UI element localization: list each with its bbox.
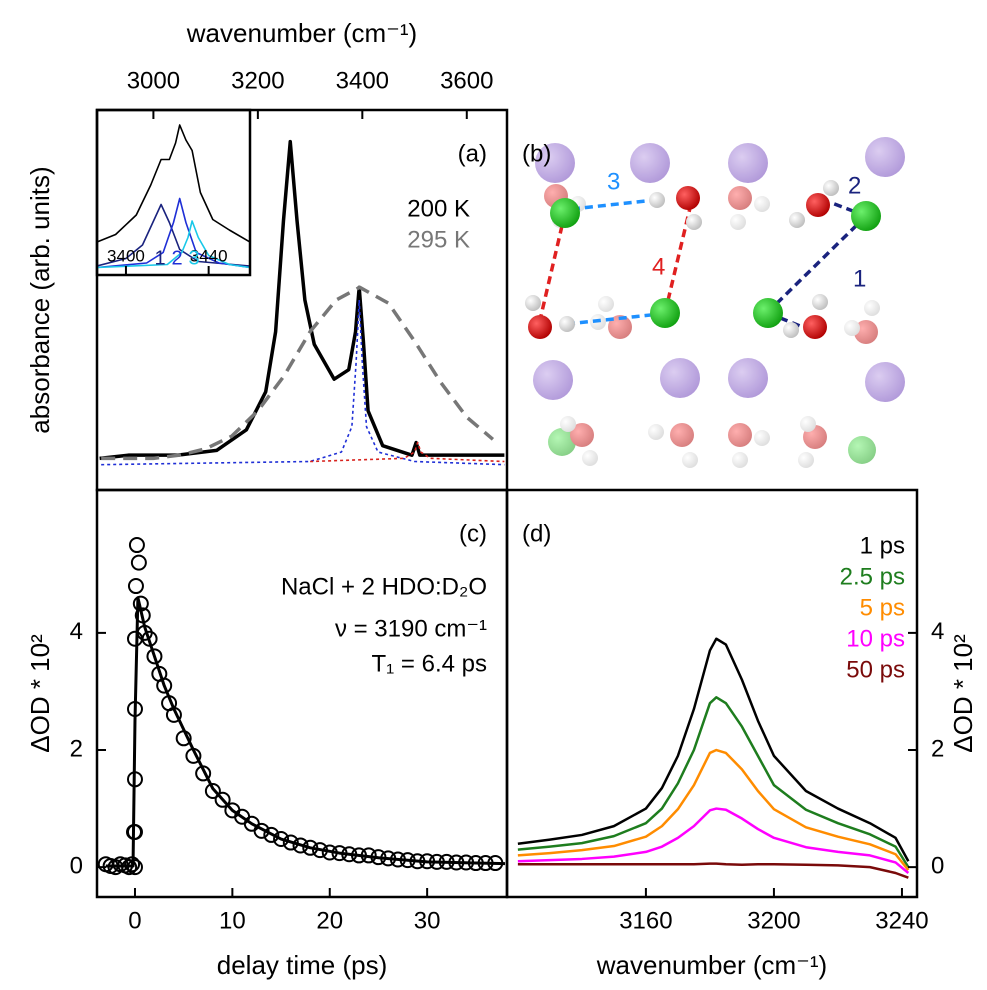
x-tick-label: 3200 (231, 67, 284, 94)
plot-area (97, 537, 506, 876)
data-point (156, 677, 173, 694)
series-line (101, 299, 505, 466)
x-tick-label: 3400 (336, 67, 389, 94)
x-axis-title: wavenumber (cm⁻¹) (596, 950, 827, 980)
data-point (146, 648, 163, 665)
annotation: ν = 3190 cm⁻¹ (335, 615, 487, 642)
series-line (517, 696, 910, 868)
bond-label: 3 (607, 168, 620, 195)
x-tick-label: 20 (316, 907, 343, 934)
legend-label: 2.5 ps (840, 563, 905, 590)
bond-label: 2 (848, 172, 861, 199)
y-tick-label: 4 (70, 618, 83, 645)
axes-frame (505, 488, 919, 899)
legend-label: 2 (171, 247, 182, 269)
x-axis-title: delay time (ps) (217, 950, 388, 980)
plot-area (517, 637, 910, 879)
panel-label: (a) (458, 140, 487, 167)
series-line (99, 139, 505, 461)
y-axis-title: ΔOD * 10² (25, 634, 55, 753)
data-point (128, 537, 145, 554)
panel-label: (b) (522, 140, 551, 167)
x-tick-label: 0 (128, 907, 141, 934)
data-point (127, 578, 144, 595)
x-tick-label: 3600 (440, 67, 493, 94)
series-line (97, 220, 250, 269)
data-point (253, 822, 270, 839)
panel-label: (c) (459, 520, 487, 547)
x-tick-label: 3400 (107, 246, 145, 265)
legend-label: 200 K (407, 195, 470, 222)
series-line (517, 748, 910, 871)
axes-frame (95, 108, 252, 277)
legend-label: 50 ps (846, 656, 905, 683)
legend-label: 1 (154, 247, 165, 269)
legend-label: 295 K (407, 226, 470, 253)
annotation: T₁ = 6.4 ps (372, 650, 488, 677)
annotation: NaCl + 2 HDO:D₂O (281, 573, 487, 600)
legend-label: 1 ps (860, 532, 905, 559)
series-line (97, 124, 250, 243)
x-axis-title: wavenumber (cm⁻¹) (186, 18, 417, 48)
plot-area (97, 124, 250, 269)
series-line (101, 285, 495, 461)
series-line (97, 203, 250, 267)
y-axis-title: ΔOD * 10² (948, 634, 978, 753)
legend-label: 5 ps (860, 594, 905, 621)
series-line (310, 441, 505, 463)
x-tick-label: 3000 (127, 67, 180, 94)
series-line (97, 197, 250, 269)
legend-label: 10 ps (846, 625, 905, 652)
bond-label: 4 (652, 253, 665, 280)
panel-label: (d) (522, 520, 551, 547)
series-line (105, 596, 506, 868)
bond-label: 1 (853, 265, 866, 292)
y-tick-label: 2 (931, 735, 944, 762)
x-tick-label: 10 (219, 907, 246, 934)
x-tick-label: 3160 (619, 907, 672, 934)
series-line (517, 637, 910, 862)
y-tick-label: 0 (931, 852, 944, 879)
structure-diagram: (b) 1 2 3 4 (522, 137, 905, 468)
data-point (130, 554, 147, 571)
data-point (204, 783, 221, 800)
y-tick-label: 2 (70, 735, 83, 762)
y-tick-label: 4 (931, 618, 944, 645)
series-line (517, 807, 910, 874)
x-tick-label: 3440 (190, 246, 228, 265)
y-axis-title: absorbance (arb. units) (25, 166, 55, 433)
data-point (273, 831, 290, 848)
x-tick-label: 3200 (747, 907, 800, 934)
data-point (263, 826, 280, 843)
series-line (517, 862, 909, 879)
data-point (214, 791, 231, 808)
y-tick-label: 0 (70, 852, 83, 879)
x-tick-label: 3240 (875, 907, 928, 934)
axes-frame (95, 488, 509, 899)
plot-area (99, 139, 505, 466)
x-tick-label: 30 (414, 907, 441, 934)
legend-label: 3 (188, 247, 199, 269)
